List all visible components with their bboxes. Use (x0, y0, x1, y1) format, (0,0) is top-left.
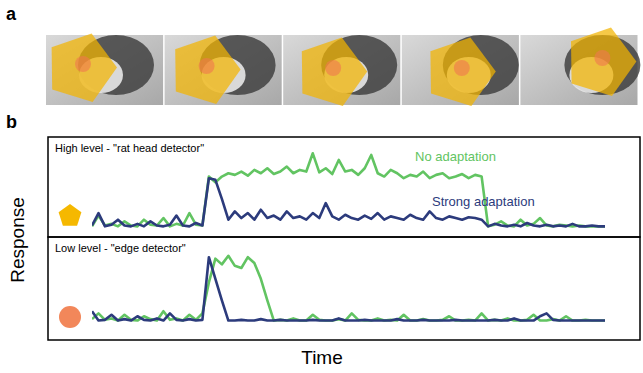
panel-label: a (6, 4, 17, 24)
icon (59, 204, 82, 226)
line-chart: Low level - "edge detector" (48, 237, 640, 340)
figure: a b High level - "rat head detector" No ada… (0, 0, 643, 373)
chart-title: Low level - "edge detector" (55, 242, 186, 254)
series-line (92, 257, 605, 320)
receptive-field-high (175, 36, 240, 105)
series-line (92, 178, 605, 226)
chart-title: High level - "rat head detector" (55, 142, 204, 154)
panel-frame (48, 137, 640, 237)
receptive-field-high (302, 38, 367, 107)
plot-area (92, 256, 605, 321)
receptive-field-low (325, 60, 341, 76)
panel-frame (48, 237, 640, 340)
series-line (92, 153, 605, 226)
line-chart: High level - "rat head detector" No adapt… (48, 137, 640, 237)
receptive-field-high (52, 34, 117, 103)
video-frame (283, 35, 400, 106)
video-frame (46, 34, 163, 105)
legend-entry: Strong adaptation (432, 194, 535, 209)
y-axis-label: Response (7, 197, 28, 283)
series-line (92, 256, 605, 321)
x-axis-label: Time (301, 347, 343, 368)
video-frame (165, 35, 282, 105)
icon (59, 306, 81, 328)
receptive-field-low (594, 50, 610, 66)
receptive-field-high (571, 28, 636, 97)
frame-background (165, 35, 282, 105)
panel-label: b (6, 112, 17, 132)
receptive-field-low (454, 60, 470, 76)
receptive-field-high (430, 38, 495, 107)
video-frame (520, 28, 640, 105)
video-frame (402, 35, 519, 106)
receptive-field-low (199, 58, 215, 74)
receptive-field-low (75, 56, 91, 72)
plot-area (92, 153, 605, 226)
legend-entry: No adaptation (415, 149, 496, 164)
